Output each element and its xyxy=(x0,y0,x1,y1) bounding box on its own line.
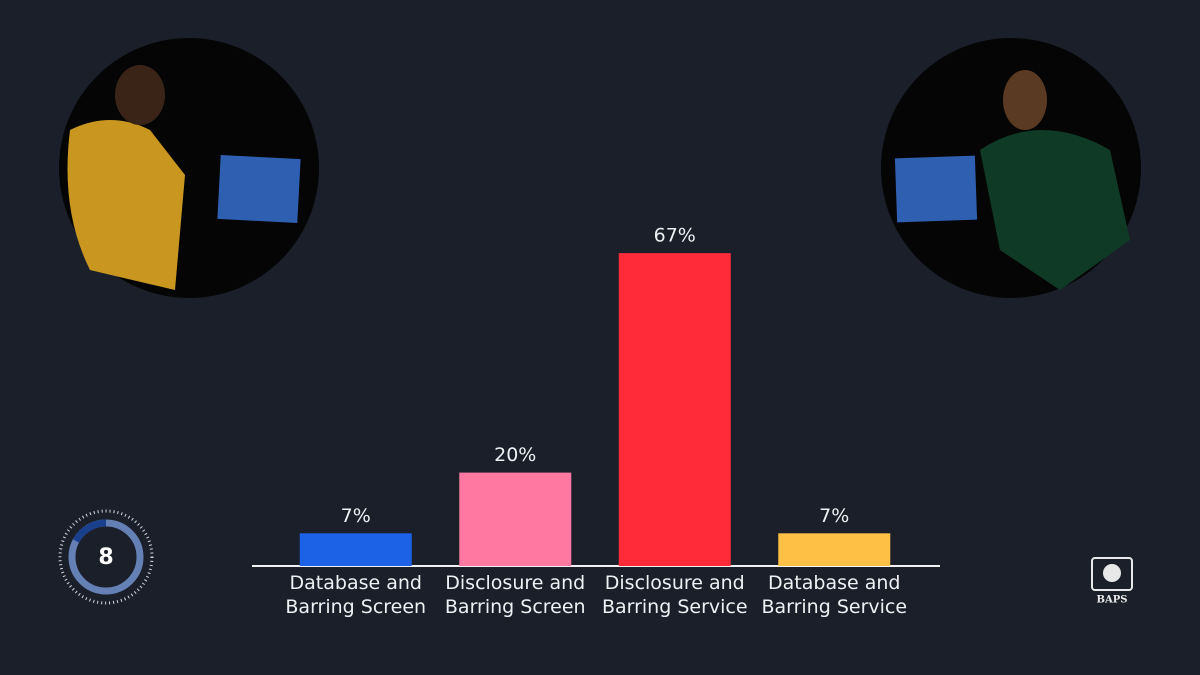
bar xyxy=(618,253,731,567)
photo-sign xyxy=(217,154,301,224)
photo-figure xyxy=(980,130,1130,290)
timer-progress xyxy=(72,519,107,543)
x-tick-label: Disclosure and Barring Screen xyxy=(444,572,586,618)
value-label: 67% xyxy=(654,225,696,247)
logo-mark xyxy=(1091,557,1133,591)
logo-text: BAPS xyxy=(1097,595,1128,606)
value-label: 7% xyxy=(819,505,849,527)
bar xyxy=(459,472,572,566)
photo-figure xyxy=(115,65,165,125)
bar xyxy=(778,533,891,566)
value-label: 7% xyxy=(341,505,371,527)
x-tick-label: Disclosure and Barring Service xyxy=(601,572,748,618)
photo-figure xyxy=(1003,70,1047,130)
timer-value: 8 xyxy=(98,545,113,570)
timer-ticks xyxy=(58,509,154,605)
photo-figure xyxy=(67,120,185,290)
value-label: 20% xyxy=(494,444,536,466)
x-tick-label: Database and Barring Screen xyxy=(285,572,427,618)
bar xyxy=(299,533,412,566)
x-tick-label: Database and Barring Service xyxy=(761,572,908,618)
logo-mark xyxy=(1103,564,1121,582)
photo-sign xyxy=(894,155,978,223)
